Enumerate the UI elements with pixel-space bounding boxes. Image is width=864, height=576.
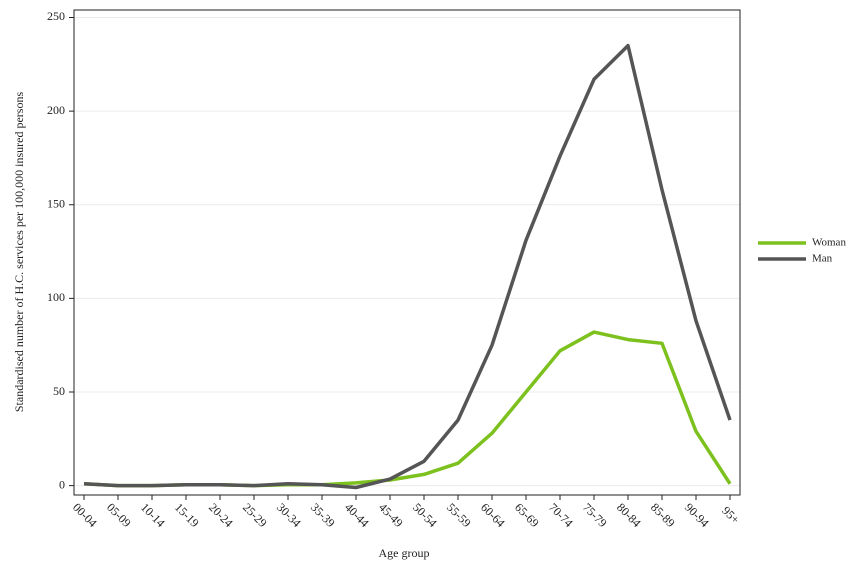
legend-label: Woman [812, 237, 846, 249]
x-tick-label: 10-14 [138, 500, 168, 530]
x-tick-label: 25-29 [240, 500, 270, 530]
y-axis-label: Standardised number of H.C. services per… [12, 92, 26, 413]
x-tick-label: 50-54 [410, 500, 440, 530]
x-tick-label: 55-59 [444, 500, 474, 530]
x-tick-label: 80-84 [614, 500, 644, 530]
x-tick-label: 60-64 [478, 500, 508, 530]
x-tick-label: 70-74 [546, 500, 576, 530]
x-tick-label: 90-94 [682, 500, 712, 530]
y-tick-label: 250 [47, 9, 65, 23]
y-tick-label: 0 [59, 477, 65, 491]
legend-label: Man [812, 253, 833, 265]
y-tick-label: 150 [47, 196, 65, 210]
x-tick-label: 15-19 [172, 500, 202, 530]
plot-frame [73, 9, 741, 496]
x-tick-label: 30-34 [274, 500, 304, 530]
x-tick-label: 75-79 [580, 500, 610, 530]
x-tick-label: 20-24 [206, 500, 236, 530]
x-tick-label: 95+ [719, 504, 742, 527]
x-tick-label: 65-69 [512, 500, 542, 530]
y-tick-label: 50 [53, 384, 65, 398]
series-line [83, 330, 732, 488]
x-tick-label: 85-89 [648, 500, 678, 530]
x-axis-label: Age group [379, 546, 430, 560]
x-tick-label: 35-39 [308, 500, 338, 530]
x-tick-label: 00-04 [70, 500, 100, 530]
series-line [83, 43, 732, 490]
x-tick-label: 45-49 [376, 500, 406, 530]
x-tick-label: 40-44 [342, 500, 372, 530]
x-tick-label: 05-09 [104, 500, 134, 530]
y-tick-label: 200 [47, 103, 65, 117]
y-tick-label: 100 [47, 290, 65, 304]
